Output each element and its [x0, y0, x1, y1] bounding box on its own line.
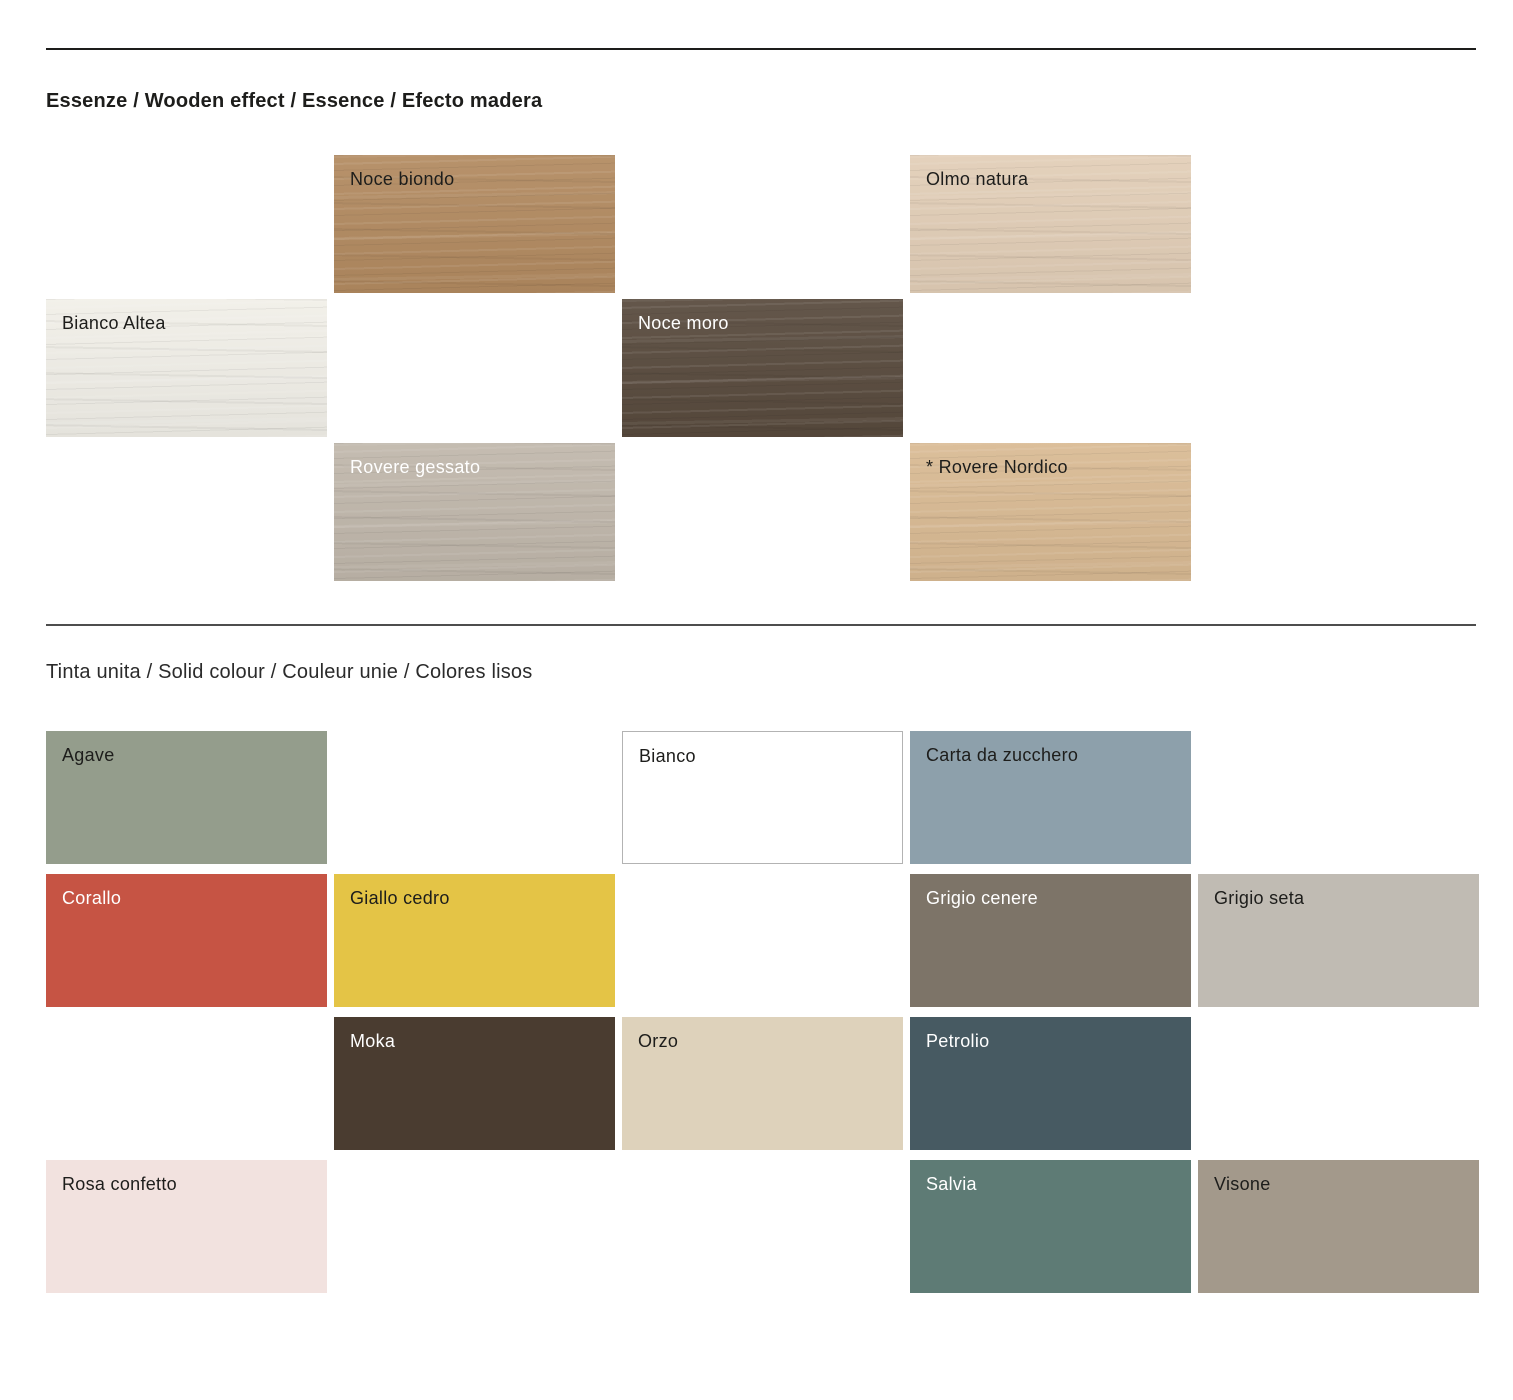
- swatch-label: Visone: [1214, 1174, 1271, 1194]
- swatch-label: Grigio cenere: [926, 888, 1038, 908]
- swatch-corallo: Corallo: [46, 874, 327, 1007]
- swatch-label: Corallo: [62, 888, 122, 908]
- swatch-label: Giallo cedro: [350, 888, 450, 908]
- swatch-agave: Agave: [46, 731, 327, 864]
- swatch-rosa-confetto: Rosa confetto: [46, 1160, 327, 1293]
- swatch-label: Noce moro: [638, 313, 729, 333]
- solid-section-title: Tinta unita / Solid colour / Couleur uni…: [46, 660, 533, 683]
- swatch-rovere-nordico: * Rovere Nordico: [910, 443, 1191, 581]
- swatch-label: Noce biondo: [350, 169, 455, 189]
- swatch-label: Olmo natura: [926, 169, 1029, 189]
- swatch-label: Bianco Altea: [62, 313, 166, 333]
- wood-swatch-grid: Noce biondo Olmo natura Bianco Altea Noc…: [46, 155, 1479, 581]
- section-divider-middle: [46, 624, 1476, 626]
- swatch-label: Petrolio: [926, 1031, 990, 1051]
- swatch-label: * Rovere Nordico: [926, 457, 1068, 477]
- swatch-label: Carta da zucchero: [926, 745, 1079, 765]
- swatch-orzo: Orzo: [622, 1017, 903, 1150]
- swatch-moka: Moka: [334, 1017, 615, 1150]
- swatch-giallo-cedro: Giallo cedro: [334, 874, 615, 1007]
- swatch-label: Rosa confetto: [62, 1174, 177, 1194]
- swatch-label: Salvia: [926, 1174, 977, 1194]
- swatch-label: Orzo: [638, 1031, 679, 1051]
- swatch-noce-moro: Noce moro: [622, 299, 903, 437]
- swatch-noce-biondo: Noce biondo: [334, 155, 615, 293]
- swatch-bianco: Bianco: [622, 731, 903, 864]
- swatch-label: Agave: [62, 745, 115, 765]
- swatch-label: Grigio seta: [1214, 888, 1305, 908]
- solid-swatch-grid: Agave Bianco Carta da zucchero Corallo G…: [46, 731, 1479, 1293]
- swatch-label: Moka: [350, 1031, 396, 1051]
- swatch-label: Rovere gessato: [350, 457, 481, 477]
- swatch-rovere-gessato: Rovere gessato: [334, 443, 615, 581]
- swatch-grigio-cenere: Grigio cenere: [910, 874, 1191, 1007]
- swatch-label: Bianco: [639, 746, 696, 766]
- swatch-grigio-seta: Grigio seta: [1198, 874, 1479, 1007]
- wood-section-title: Essenze / Wooden effect / Essence / Efec…: [46, 89, 543, 112]
- section-divider-top: [46, 48, 1476, 50]
- swatch-carta-da-zucchero: Carta da zucchero: [910, 731, 1191, 864]
- swatch-petrolio: Petrolio: [910, 1017, 1191, 1150]
- swatch-olmo-natura: Olmo natura: [910, 155, 1191, 293]
- swatch-visone: Visone: [1198, 1160, 1479, 1293]
- swatch-salvia: Salvia: [910, 1160, 1191, 1293]
- swatch-bianco-altea: Bianco Altea: [46, 299, 327, 437]
